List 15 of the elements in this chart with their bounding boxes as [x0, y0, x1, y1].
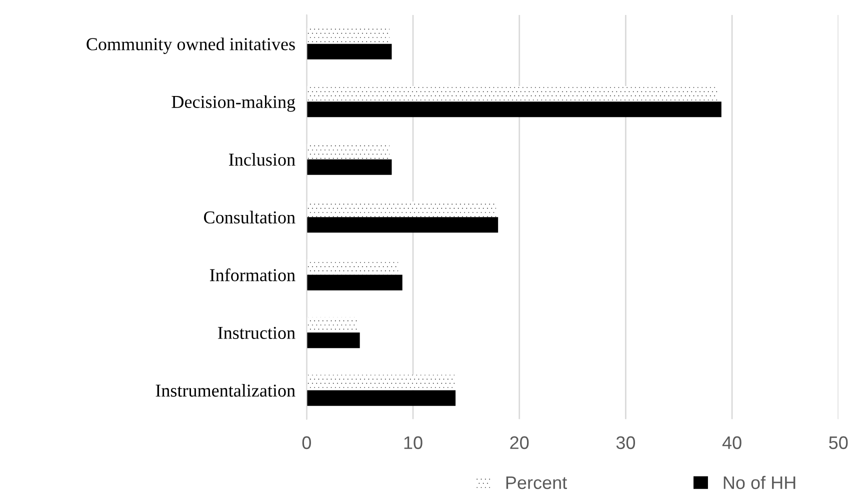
y-tick-label: Decision-making [172, 95, 296, 112]
y-tick-label: Instruction [218, 326, 296, 339]
legend-label: No of HH [724, 476, 796, 490]
x-tick-label: 20 [510, 436, 529, 450]
x-tick-label: 10 [404, 436, 422, 450]
y-tick-label: Inclusion [229, 153, 296, 166]
x-tick-label: 40 [722, 436, 742, 450]
y-tick-label: Instrumentalization [156, 384, 296, 397]
y-tick-label: Information [210, 268, 296, 282]
y-tick-label: Consultation [204, 210, 296, 224]
x-tick-label: 0 [302, 436, 311, 450]
x-tick-label: 50 [829, 436, 848, 450]
x-tick-label: 30 [616, 436, 636, 450]
legend-label: Percent [506, 476, 567, 490]
y-tick-label: Community owned initatives [86, 38, 295, 54]
